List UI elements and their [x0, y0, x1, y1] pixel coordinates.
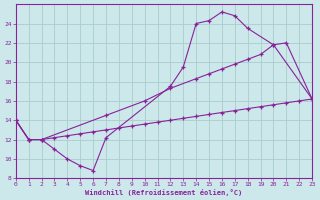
X-axis label: Windchill (Refroidissement éolien,°C): Windchill (Refroidissement éolien,°C): [85, 189, 243, 196]
